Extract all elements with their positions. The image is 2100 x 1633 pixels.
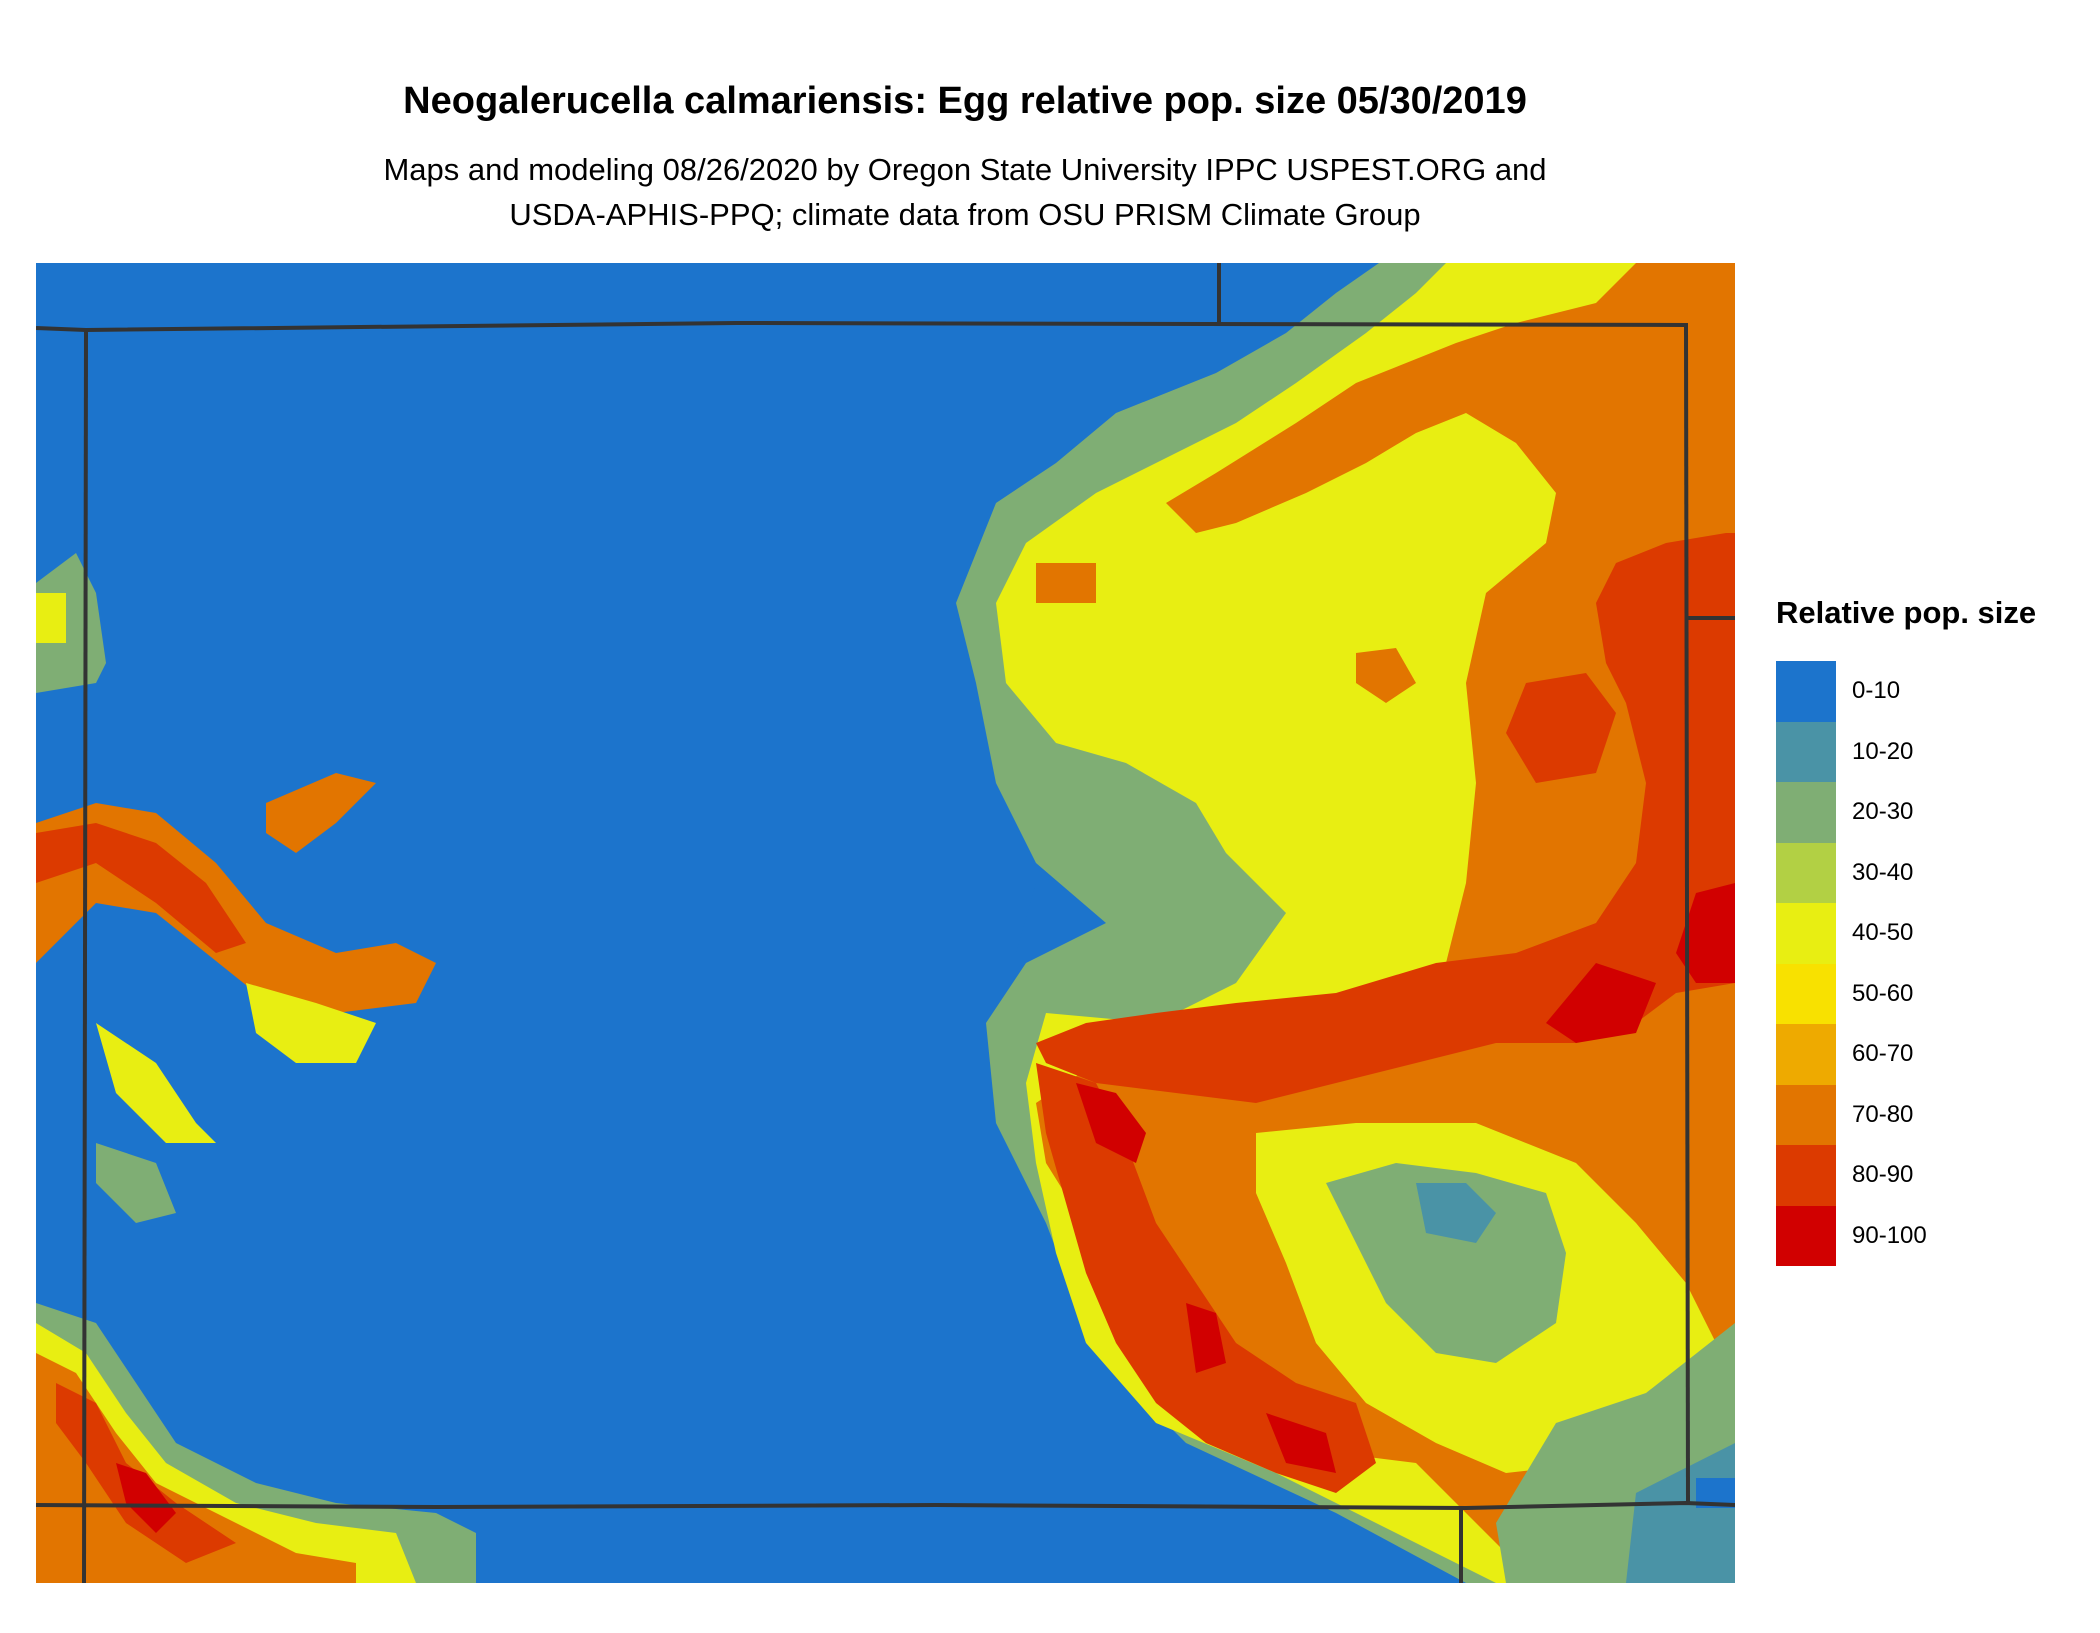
- legend-swatch: [1776, 721, 1836, 782]
- legend-label: 30-40: [1852, 858, 1914, 886]
- legend-item: 20-30: [1776, 782, 2036, 843]
- map-subtitle-line-1: Maps and modeling 08/26/2020 by Oregon S…: [383, 152, 1547, 187]
- legend-label: 40-50: [1852, 919, 1914, 946]
- region-10-20-southeast: [1416, 1183, 1496, 1243]
- legend-swatch: [1776, 661, 1836, 722]
- legend-item: 90-100: [1776, 1205, 2036, 1266]
- legend-swatch: [1776, 1084, 1836, 1145]
- region-20-30-west-d: [96, 1143, 176, 1223]
- border-west: [82, 329, 88, 1583]
- region-70-80-bottom-left: [36, 1353, 356, 1583]
- legend-swatch: [1776, 1024, 1836, 1085]
- region-90-100-east-b: [1546, 963, 1656, 1043]
- region-80-90-east: [1036, 533, 1735, 1103]
- legend-swatch: [1776, 782, 1836, 843]
- border-north: [36, 321, 1688, 332]
- border-south: [36, 1501, 1735, 1510]
- legend-swatch: [1776, 1145, 1836, 1206]
- map-subtitle-line-2: USDA-APHIS-PPQ; climate data from OSU PR…: [509, 197, 1421, 232]
- region-20-30-west-a: [36, 553, 106, 693]
- legend-item: 0-10: [1776, 661, 2036, 722]
- region-70-80-northeast-blob: [1356, 648, 1416, 703]
- legend-item: 10-20: [1776, 721, 2036, 782]
- region-80-90-bottom-left: [56, 1383, 236, 1563]
- region-40-50-west-a: [36, 593, 66, 643]
- legend-label: 80-90: [1852, 1161, 1914, 1188]
- region-0-10-gap-a: [936, 883, 1036, 963]
- legend-item: 80-90: [1776, 1145, 2036, 1206]
- legend-label: 20-30: [1852, 798, 1914, 825]
- region-40-50-west-c: [96, 1023, 216, 1143]
- legend-label: 90-100: [1852, 1221, 1927, 1249]
- legend-title: Relative pop. size: [1776, 595, 2037, 630]
- legend: Relative pop. size 0-10 10-20 20-30 30-4…: [1776, 595, 2036, 1266]
- legend-label: 10-20: [1852, 737, 1914, 765]
- legend-item: 30-40: [1776, 842, 2036, 903]
- region-40-50-northeast-band: [1216, 553, 1436, 663]
- region-90-100-south: [1076, 1083, 1146, 1163]
- region-70-80-west-e: [266, 773, 376, 853]
- region-80-90-east-inner: [1506, 673, 1616, 783]
- region-40-50-west-b: [246, 983, 376, 1063]
- region-90-100-bottom-left: [116, 1463, 176, 1533]
- map-title: Neogalerucella calmariensis: Egg relativ…: [403, 80, 1527, 122]
- legend-item: 40-50: [1776, 903, 2036, 964]
- region-70-80-north-blob: [1036, 563, 1096, 603]
- region-90-100-south-b: [1186, 1303, 1226, 1373]
- legend-item: 50-60: [1776, 963, 2036, 1024]
- legend-swatch: [1776, 903, 1836, 964]
- region-80-90-south: [1036, 1063, 1376, 1493]
- population-map: [36, 263, 1735, 1583]
- legend-label: 60-70: [1852, 1040, 1914, 1067]
- region-0-10-bottom-right: [1696, 1478, 1735, 1508]
- legend-item: 60-70: [1776, 1024, 2036, 1085]
- legend-label: 70-80: [1852, 1100, 1914, 1128]
- legend-items: 0-10 10-20 20-30 30-40 40-50 50-60 60-70: [1776, 661, 2036, 1266]
- region-80-90-west-arm: [36, 823, 246, 953]
- legend-label: 50-60: [1852, 979, 1914, 1007]
- border-east: [1684, 324, 1690, 1504]
- legend-swatch: [1776, 963, 1836, 1024]
- region-20-30-southeast-interior: [1326, 1163, 1566, 1363]
- legend-item: 70-80: [1776, 1084, 2036, 1145]
- legend-swatch: [1776, 1205, 1836, 1266]
- region-90-100-south-c: [1266, 1413, 1336, 1473]
- region-90-100-east: [1676, 883, 1735, 983]
- legend-swatch: [1776, 842, 1836, 903]
- legend-label: 0-10: [1852, 677, 1901, 704]
